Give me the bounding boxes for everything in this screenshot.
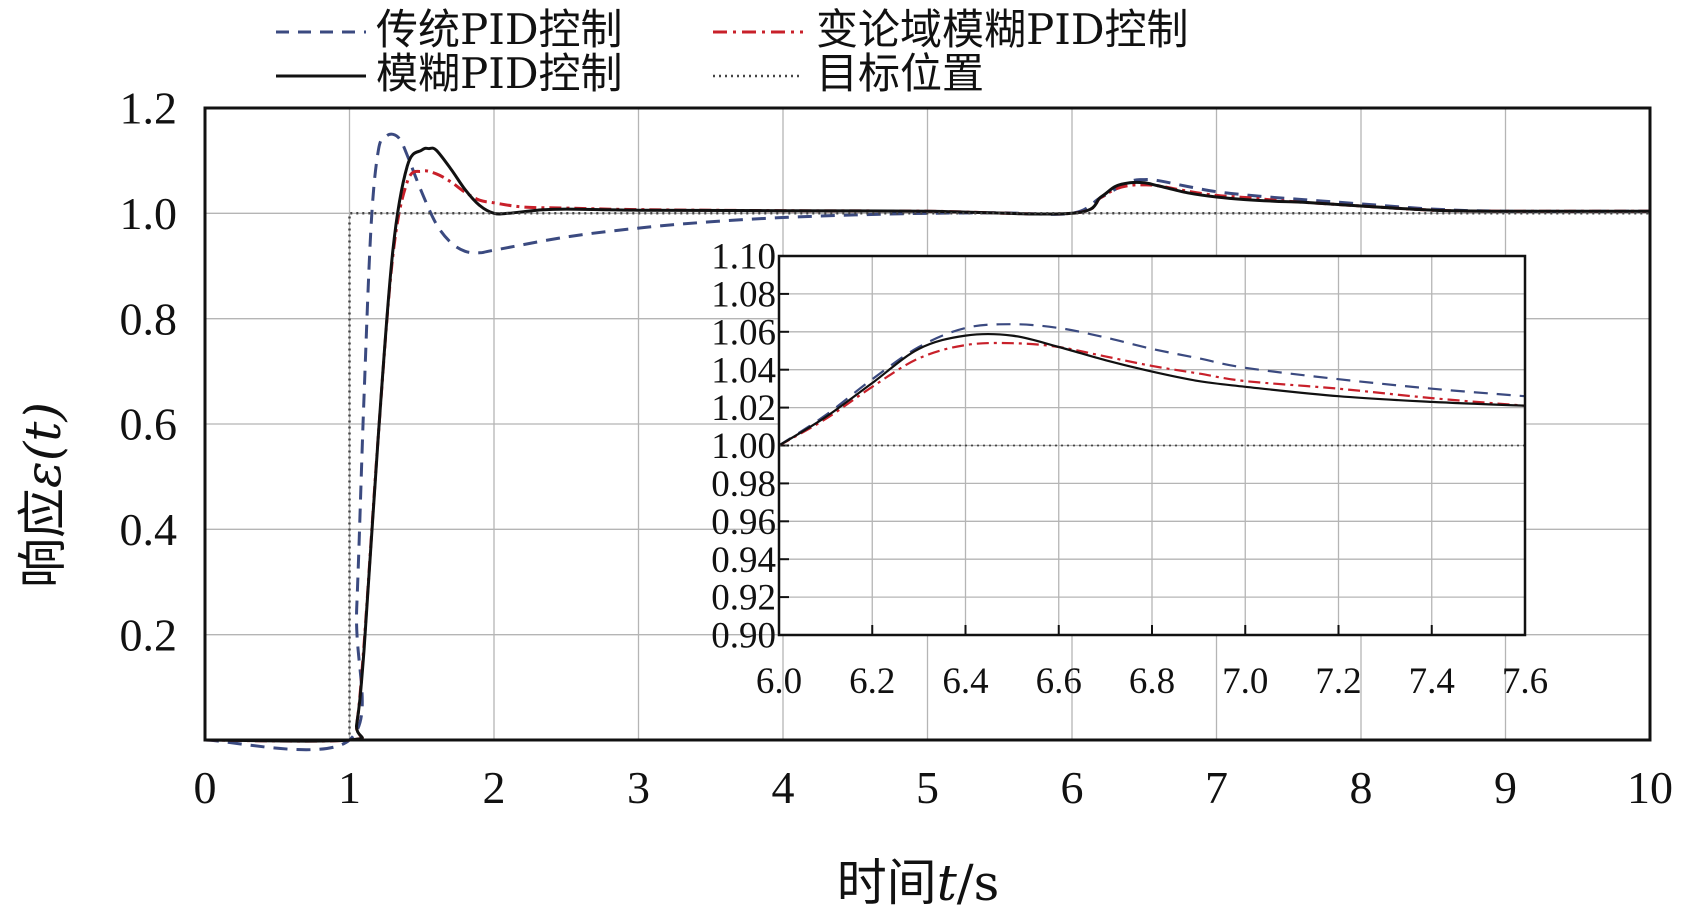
inset-plot-frame (777, 254, 1527, 637)
main-y-tick-label: 0.6 (120, 399, 178, 450)
x-axis-label: 时间t/s (837, 854, 1000, 912)
inset-series-line-2 (778, 332, 1526, 447)
main-x-tick-label: 1 (338, 762, 361, 813)
inset-y-tick-label: 1.00 (711, 426, 776, 467)
inset-x-tick-label: 7.0 (1222, 661, 1268, 702)
main-x-tick-label: 8 (1350, 762, 1373, 813)
main-x-tick-label: 2 (483, 762, 506, 813)
legend-label-traditional-pid: 传统PID控制 (376, 5, 623, 54)
inset-y-tick-label: 0.96 (711, 502, 776, 543)
inset-x-tick-label: 7.2 (1315, 661, 1361, 702)
inset-x-tick-label: 6.2 (849, 661, 895, 702)
main-series-line-2 (204, 146, 1651, 743)
main-y-tick-label: 0.8 (120, 293, 178, 344)
main-y-tick-label: 0.4 (120, 504, 178, 555)
main-y-tick-label: 1.0 (120, 188, 178, 239)
main-tick-labels: 0 1 2 3 4 5 6 7 8 9 10 0.2 0.4 0.6 0.8 1.0 1.2 (120, 83, 1674, 813)
main-x-tick-label: 6 (1061, 762, 1084, 813)
inset-x-tick-label: 6.4 (942, 661, 988, 702)
inset-y-tick-label: 0.94 (711, 540, 776, 581)
legend-label-target-position: 目标位置 (816, 49, 984, 98)
main-x-tick-label: 4 (772, 762, 795, 813)
y-axis-label-main: 响应 (14, 488, 72, 588)
inset-grid (778, 255, 1526, 636)
inset-series-line-1 (778, 341, 1526, 447)
inset-x-tick-label: 7.6 (1502, 661, 1548, 702)
inset-tick-labels: 6.0 6.2 6.4 6.6 6.8 7.0 7.2 7.4 7.60.900.920.940… (711, 237, 1548, 702)
inset-x-tick-label: 6.6 (1036, 661, 1082, 702)
inset-x-tick-label: 6.0 (756, 661, 802, 702)
main-x-tick-label: 10 (1627, 762, 1673, 813)
inset-x-tick-label: 6.8 (1129, 661, 1175, 702)
inset-x-tick-label: 7.4 (1409, 661, 1455, 702)
main-x-tick-label: 3 (627, 762, 650, 813)
inset-y-tick-label: 1.06 (711, 312, 776, 353)
inset-series-layer (778, 323, 1526, 447)
inset-y-tick-label: 1.04 (711, 350, 776, 391)
main-y-tick-label: 1.2 (120, 83, 178, 134)
y-axis-label: 响应ε(t) (14, 402, 72, 588)
main-series-line-0 (204, 132, 1651, 752)
main-x-tick-label: 0 (194, 762, 217, 813)
inset-series-line-0 (778, 323, 1526, 447)
inset-y-tick-label: 1.08 (711, 274, 776, 315)
x-axis-label-var: t (937, 854, 958, 912)
inset-y-tick-label: 0.90 (711, 616, 776, 657)
inset-y-tick-label: 0.92 (711, 578, 776, 619)
inset-y-tick-label: 0.98 (711, 464, 776, 505)
main-x-tick-label: 7 (1205, 762, 1228, 813)
legend-label-fuzzy-pid: 模糊PID控制 (376, 49, 623, 98)
x-axis-label-unit: /s (957, 854, 1000, 912)
legend: 传统PID控制 变论域模糊PID控制 模糊PID控制 目标位置 (276, 5, 1189, 98)
legend-label-variable-universe-fuzzy-pid: 变论域模糊PID控制 (816, 5, 1189, 54)
inset-y-tick-label: 1.10 (711, 237, 776, 278)
x-axis-label-main: 时间 (837, 854, 937, 912)
y-axis-label-var: ε(t) (14, 402, 72, 488)
main-x-tick-label: 5 (916, 762, 939, 813)
main-plot-frame (203, 106, 1652, 742)
main-x-tick-label: 9 (1494, 762, 1517, 813)
inset-y-tick-label: 1.02 (711, 388, 776, 429)
main-y-tick-label: 0.2 (120, 609, 178, 660)
